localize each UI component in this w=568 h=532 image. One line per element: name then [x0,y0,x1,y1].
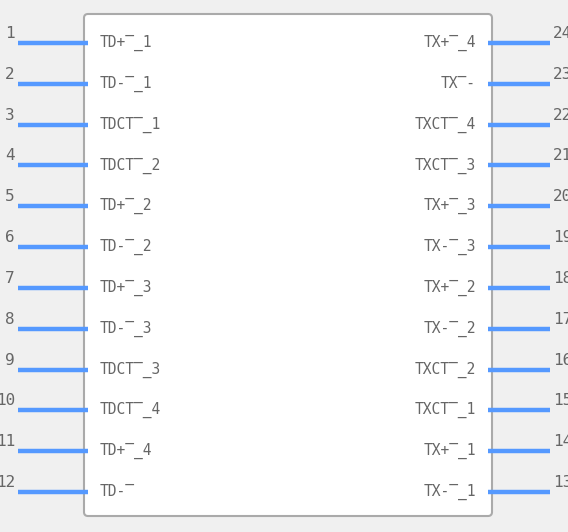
Text: TX-̅_1: TX-̅_1 [424,484,476,500]
Text: 12: 12 [0,475,15,490]
Text: TX-̅_3: TX-̅_3 [424,239,476,255]
Text: TDCT̅_2: TDCT̅_2 [100,157,161,173]
Text: TD-̅_1: TD-̅_1 [100,76,152,92]
Text: 20: 20 [553,189,568,204]
Text: 15: 15 [553,393,568,409]
Text: TD+̅_4: TD+̅_4 [100,443,152,459]
Text: TX+̅_1: TX+̅_1 [424,443,476,459]
Text: 13: 13 [553,475,568,490]
Text: 23: 23 [553,67,568,82]
Text: TDCT̅_4: TDCT̅_4 [100,402,161,419]
Text: TX+̅_2: TX+̅_2 [424,280,476,296]
Text: 5: 5 [5,189,15,204]
Text: 21: 21 [553,148,568,163]
Text: 4: 4 [5,148,15,163]
Text: TD+̅_3: TD+̅_3 [100,280,152,296]
Text: 17: 17 [553,312,568,327]
Text: 1: 1 [5,26,15,41]
Text: 9: 9 [5,353,15,368]
Text: TX-̅_2: TX-̅_2 [424,321,476,337]
Text: 22: 22 [553,107,568,123]
Text: TXCT̅_2: TXCT̅_2 [415,361,476,378]
Text: 14: 14 [553,434,568,449]
Text: TX̅-: TX̅- [441,76,476,92]
Text: TXCT̅_1: TXCT̅_1 [415,402,476,419]
Text: 18: 18 [553,271,568,286]
Text: 10: 10 [0,393,15,409]
Text: 7: 7 [5,271,15,286]
Text: TDCT̅_1: TDCT̅_1 [100,117,161,133]
Text: TX+̅_4: TX+̅_4 [424,35,476,51]
FancyBboxPatch shape [84,14,492,516]
Text: 11: 11 [0,434,15,449]
Text: 16: 16 [553,353,568,368]
Text: 8: 8 [5,312,15,327]
Text: 6: 6 [5,230,15,245]
Text: 19: 19 [553,230,568,245]
Text: TX+̅_3: TX+̅_3 [424,198,476,214]
Text: TDCT̅_3: TDCT̅_3 [100,361,161,378]
Text: TD-̅: TD-̅ [100,485,135,500]
Text: TD+̅_1: TD+̅_1 [100,35,152,51]
Text: TD-̅_2: TD-̅_2 [100,239,152,255]
Text: TD-̅_3: TD-̅_3 [100,321,152,337]
Text: 3: 3 [5,107,15,123]
Text: TXCT̅_3: TXCT̅_3 [415,157,476,173]
Text: TD+̅_2: TD+̅_2 [100,198,152,214]
Text: TXCT̅_4: TXCT̅_4 [415,117,476,133]
Text: 24: 24 [553,26,568,41]
Text: 2: 2 [5,67,15,82]
